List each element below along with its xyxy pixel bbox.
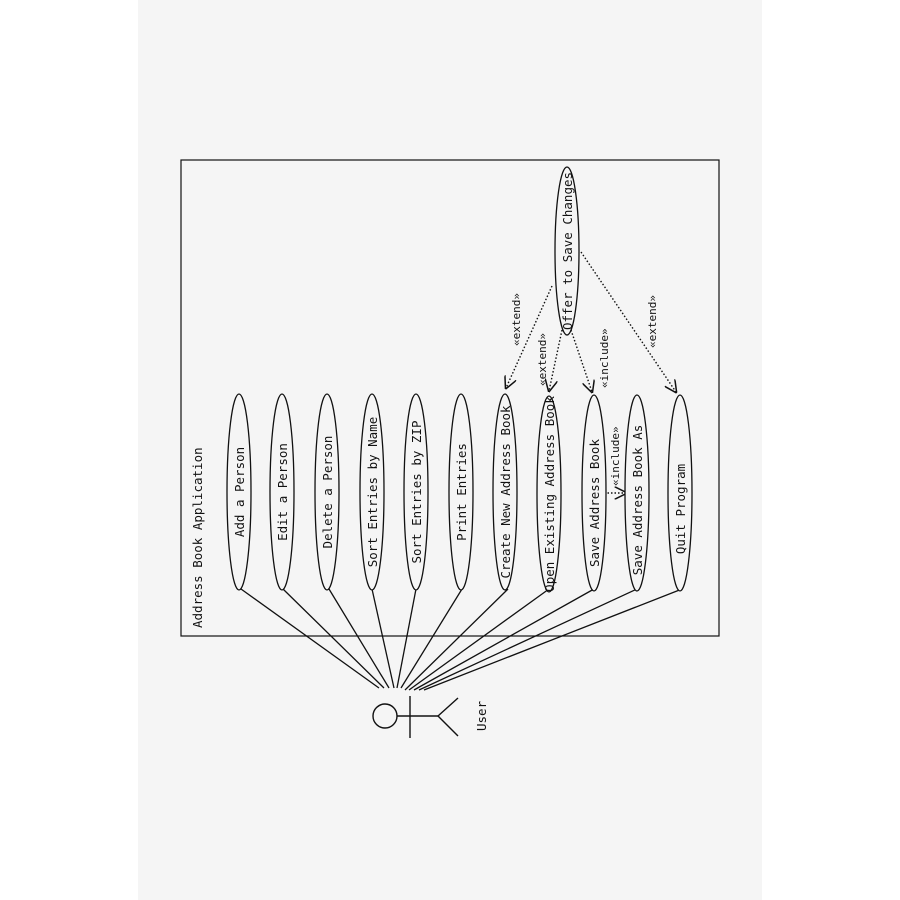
svg-text:Create New Address Book: Create New Address Book	[498, 405, 513, 579]
stereotype-label: «include»	[598, 328, 611, 388]
use-case-save[interactable]: Save Address Book	[581, 394, 607, 592]
svg-text:Edit a Person: Edit a Person	[275, 443, 290, 541]
stereotype-label: «extend»	[510, 293, 523, 346]
association-line	[404, 588, 509, 691]
dependency-lines	[506, 251, 676, 493]
svg-text:Sort Entries by ZIP: Sort Entries by ZIP	[409, 421, 424, 564]
svg-text:Save Address Book: Save Address Book	[587, 439, 602, 567]
actor-leg	[437, 715, 459, 737]
use-case-quit[interactable]: Quit Program	[667, 394, 693, 592]
association-line	[418, 588, 638, 691]
use-case-open-existing[interactable]: Open Existing Address Book	[536, 395, 562, 593]
use-cases: Add a Person Edit a Person Delete a Pers…	[226, 166, 693, 593]
use-case-delete-person[interactable]: Delete a Person	[314, 393, 340, 591]
svg-text:Save Address Book As: Save Address Book As	[630, 425, 645, 576]
svg-text:Offer to Save Changes: Offer to Save Changes	[560, 172, 575, 330]
actor-head	[372, 703, 398, 729]
include-line-save	[570, 329, 592, 392]
association-line	[328, 588, 390, 689]
system-boundary	[180, 159, 720, 637]
svg-text:Delete a Person: Delete a Person	[320, 436, 335, 549]
stereotype-label: «extend»	[646, 295, 659, 348]
use-case-print-entries[interactable]: Print Entries	[448, 393, 474, 591]
svg-text:Add a Person: Add a Person	[232, 447, 247, 537]
extend-line-open	[549, 329, 563, 391]
system-boundary-label: Address Book Application	[190, 447, 205, 628]
use-case-save-as[interactable]: Save Address Book As	[624, 394, 650, 592]
use-case-create-new[interactable]: Create New Address Book	[492, 393, 518, 591]
use-case-sort-by-zip[interactable]: Sort Entries by ZIP	[403, 393, 429, 591]
svg-text:Print Entries: Print Entries	[454, 443, 469, 541]
association-line	[396, 588, 417, 689]
association-line	[400, 588, 463, 689]
actor-leg	[437, 697, 459, 717]
association-line	[240, 588, 380, 689]
association-line	[413, 588, 595, 691]
association-line	[408, 588, 550, 691]
extend-line-create	[506, 285, 553, 388]
use-case-offer-save[interactable]: Offer to Save Changes	[554, 166, 580, 336]
actor-label: User	[474, 700, 489, 731]
association-lines	[240, 588, 683, 691]
extend-line-quit	[580, 251, 676, 392]
svg-text:Quit Program: Quit Program	[673, 464, 688, 554]
stereotype-label: «include»	[609, 426, 622, 486]
association-line	[282, 588, 385, 689]
association-line	[423, 588, 683, 691]
association-line	[371, 588, 395, 689]
use-case-add-person[interactable]: Add a Person	[226, 393, 252, 591]
svg-text:Open Existing Address Book: Open Existing Address Book	[542, 396, 557, 592]
actor-user[interactable]	[372, 696, 459, 738]
use-case-sort-by-name[interactable]: Sort Entries by Name	[359, 393, 385, 591]
stereotype-label: «extend»	[536, 333, 549, 386]
svg-text:Sort Entries by Name: Sort Entries by Name	[365, 417, 380, 568]
use-case-edit-person[interactable]: Edit a Person	[269, 393, 295, 591]
